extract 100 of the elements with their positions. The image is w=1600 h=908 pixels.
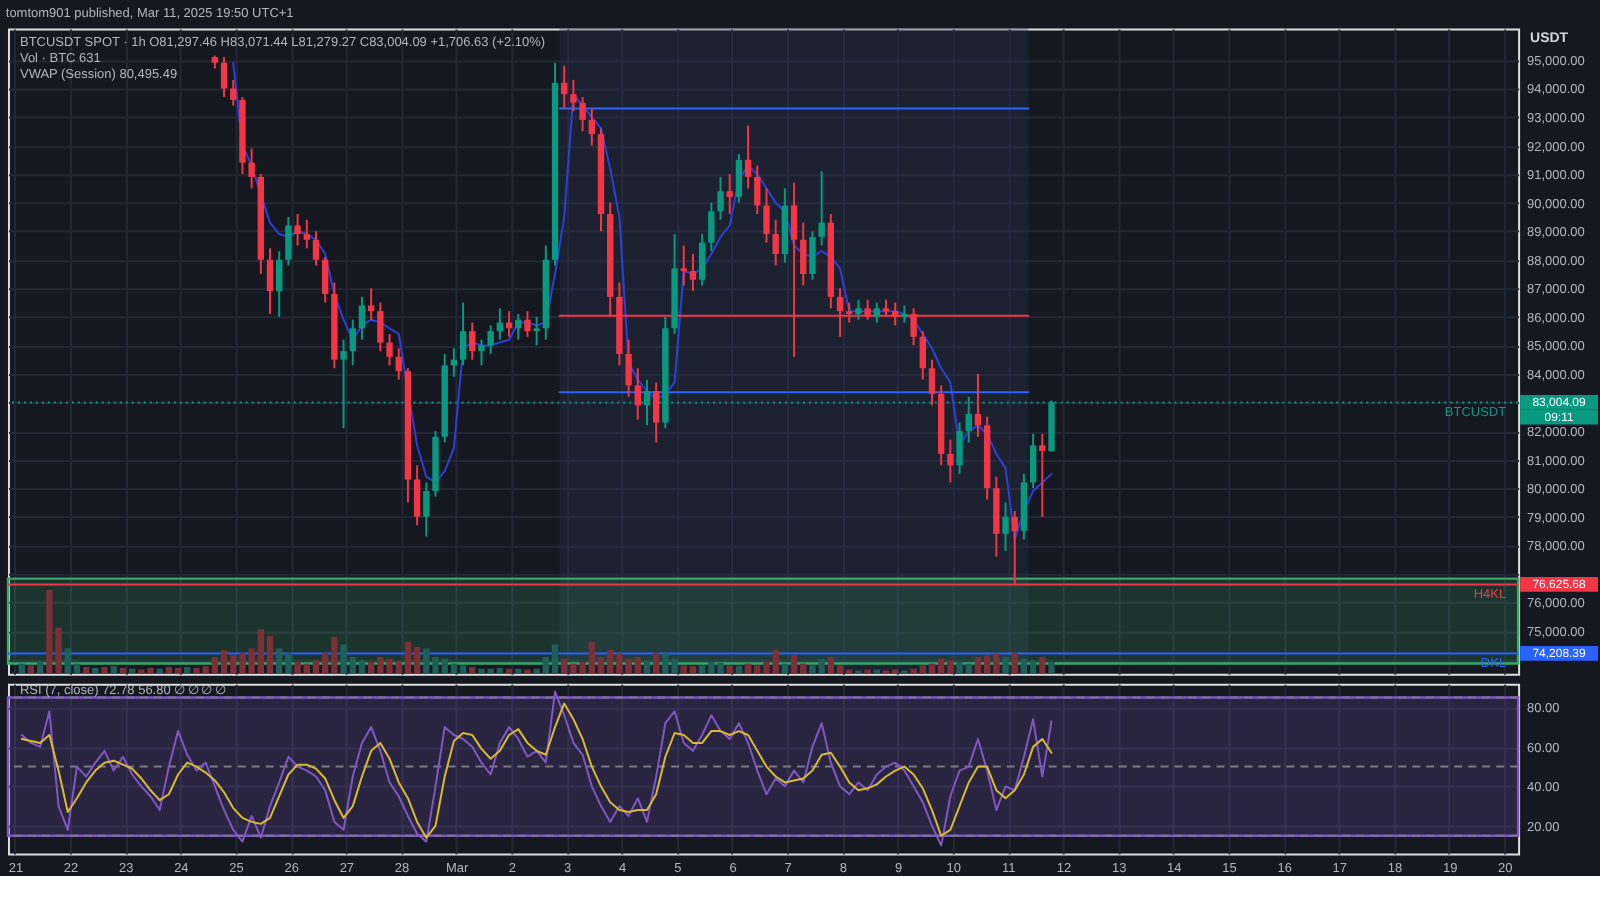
- candlestick: [625, 338, 632, 398]
- bar: [36, 661, 44, 674]
- bar: [174, 667, 182, 674]
- bar: [836, 665, 844, 674]
- candlestick: [358, 295, 366, 341]
- bar: [689, 666, 697, 674]
- bar: [790, 655, 798, 674]
- candlestick: [919, 330, 926, 381]
- candlestick: [478, 338, 485, 367]
- bar: [652, 652, 660, 674]
- bar: [128, 668, 136, 674]
- bar: [1002, 656, 1009, 674]
- bar: [312, 660, 320, 674]
- candlestick: [993, 475, 1000, 558]
- candlestick: [588, 107, 595, 147]
- candlestick: [974, 372, 982, 438]
- candlestick: [735, 153, 743, 204]
- candlestick: [763, 187, 770, 244]
- bar: [413, 646, 421, 674]
- bar: [92, 667, 99, 674]
- candlestick: [1002, 501, 1009, 552]
- candlestick: [533, 315, 540, 347]
- bar: [358, 660, 366, 674]
- bar: [18, 663, 25, 674]
- candlestick: [570, 78, 577, 113]
- candlestick: [524, 310, 531, 338]
- bar: [459, 665, 467, 674]
- bar: [505, 668, 513, 674]
- bar: [266, 635, 274, 674]
- candlestick: [928, 358, 936, 407]
- bar: [165, 667, 173, 674]
- candlestick: [800, 221, 807, 287]
- bar: [220, 650, 228, 674]
- bar: [184, 667, 191, 674]
- candlestick: [303, 218, 310, 250]
- candlestick: [377, 301, 384, 353]
- candlestick: [349, 318, 356, 367]
- candlestick: [248, 147, 255, 190]
- candlestick: [717, 175, 724, 221]
- candlestick: [698, 233, 706, 287]
- candlestick: [744, 124, 752, 190]
- candlestick: [312, 230, 320, 267]
- candlestick: [652, 381, 660, 444]
- candlestick: [469, 321, 476, 361]
- candlestick: [294, 213, 301, 247]
- bar: [515, 668, 522, 674]
- candlestick: [956, 421, 963, 475]
- candlestick: [855, 298, 862, 321]
- bar: [1020, 658, 1028, 674]
- bar: [928, 663, 936, 674]
- candlestick: [230, 78, 237, 107]
- bar: [119, 667, 127, 674]
- bar: [101, 667, 108, 674]
- candlestick: [395, 347, 402, 381]
- candlestick: [321, 255, 329, 304]
- bar: [744, 663, 752, 674]
- candlestick: [579, 96, 586, 133]
- candlestick: [726, 173, 733, 216]
- bar: [726, 665, 733, 674]
- bar: [1039, 656, 1046, 674]
- candlestick: [708, 201, 715, 253]
- bar: [781, 663, 789, 674]
- bar: [82, 667, 90, 674]
- bar: [27, 665, 35, 674]
- candlestick: [487, 324, 494, 355]
- bar: [469, 667, 476, 674]
- candlestick: [386, 332, 393, 367]
- candlestick: [634, 367, 641, 421]
- candlestick: [367, 287, 375, 321]
- candlestick: [266, 247, 274, 315]
- bar: [551, 644, 559, 674]
- candlestick: [772, 218, 779, 267]
- candlestick: [1029, 432, 1037, 490]
- bar: [735, 666, 743, 674]
- candlestick: [423, 481, 430, 538]
- candlestick: [1039, 432, 1046, 518]
- candlestick: [680, 244, 687, 287]
- candlestick: [873, 301, 881, 324]
- candlestick: [285, 215, 292, 267]
- line-series: [232, 61, 1053, 541]
- candlestick: [413, 464, 421, 527]
- bar: [1011, 652, 1018, 674]
- candlestick: [561, 64, 568, 110]
- bar: [1048, 661, 1055, 674]
- candlestick: [947, 438, 954, 484]
- candlestick: [220, 56, 228, 99]
- candlestick: [818, 170, 825, 247]
- bar: [110, 666, 117, 674]
- bar: [827, 656, 835, 674]
- bar: [1029, 660, 1037, 674]
- candlestick: [459, 301, 467, 367]
- candlestick: [809, 230, 816, 281]
- bar: [643, 660, 651, 674]
- bar: [404, 641, 412, 674]
- bar: [450, 663, 458, 674]
- bar: [156, 668, 163, 674]
- bar: [974, 656, 982, 674]
- candlestick: [754, 164, 761, 216]
- candlestick: [689, 253, 697, 293]
- candlestick: [276, 250, 283, 318]
